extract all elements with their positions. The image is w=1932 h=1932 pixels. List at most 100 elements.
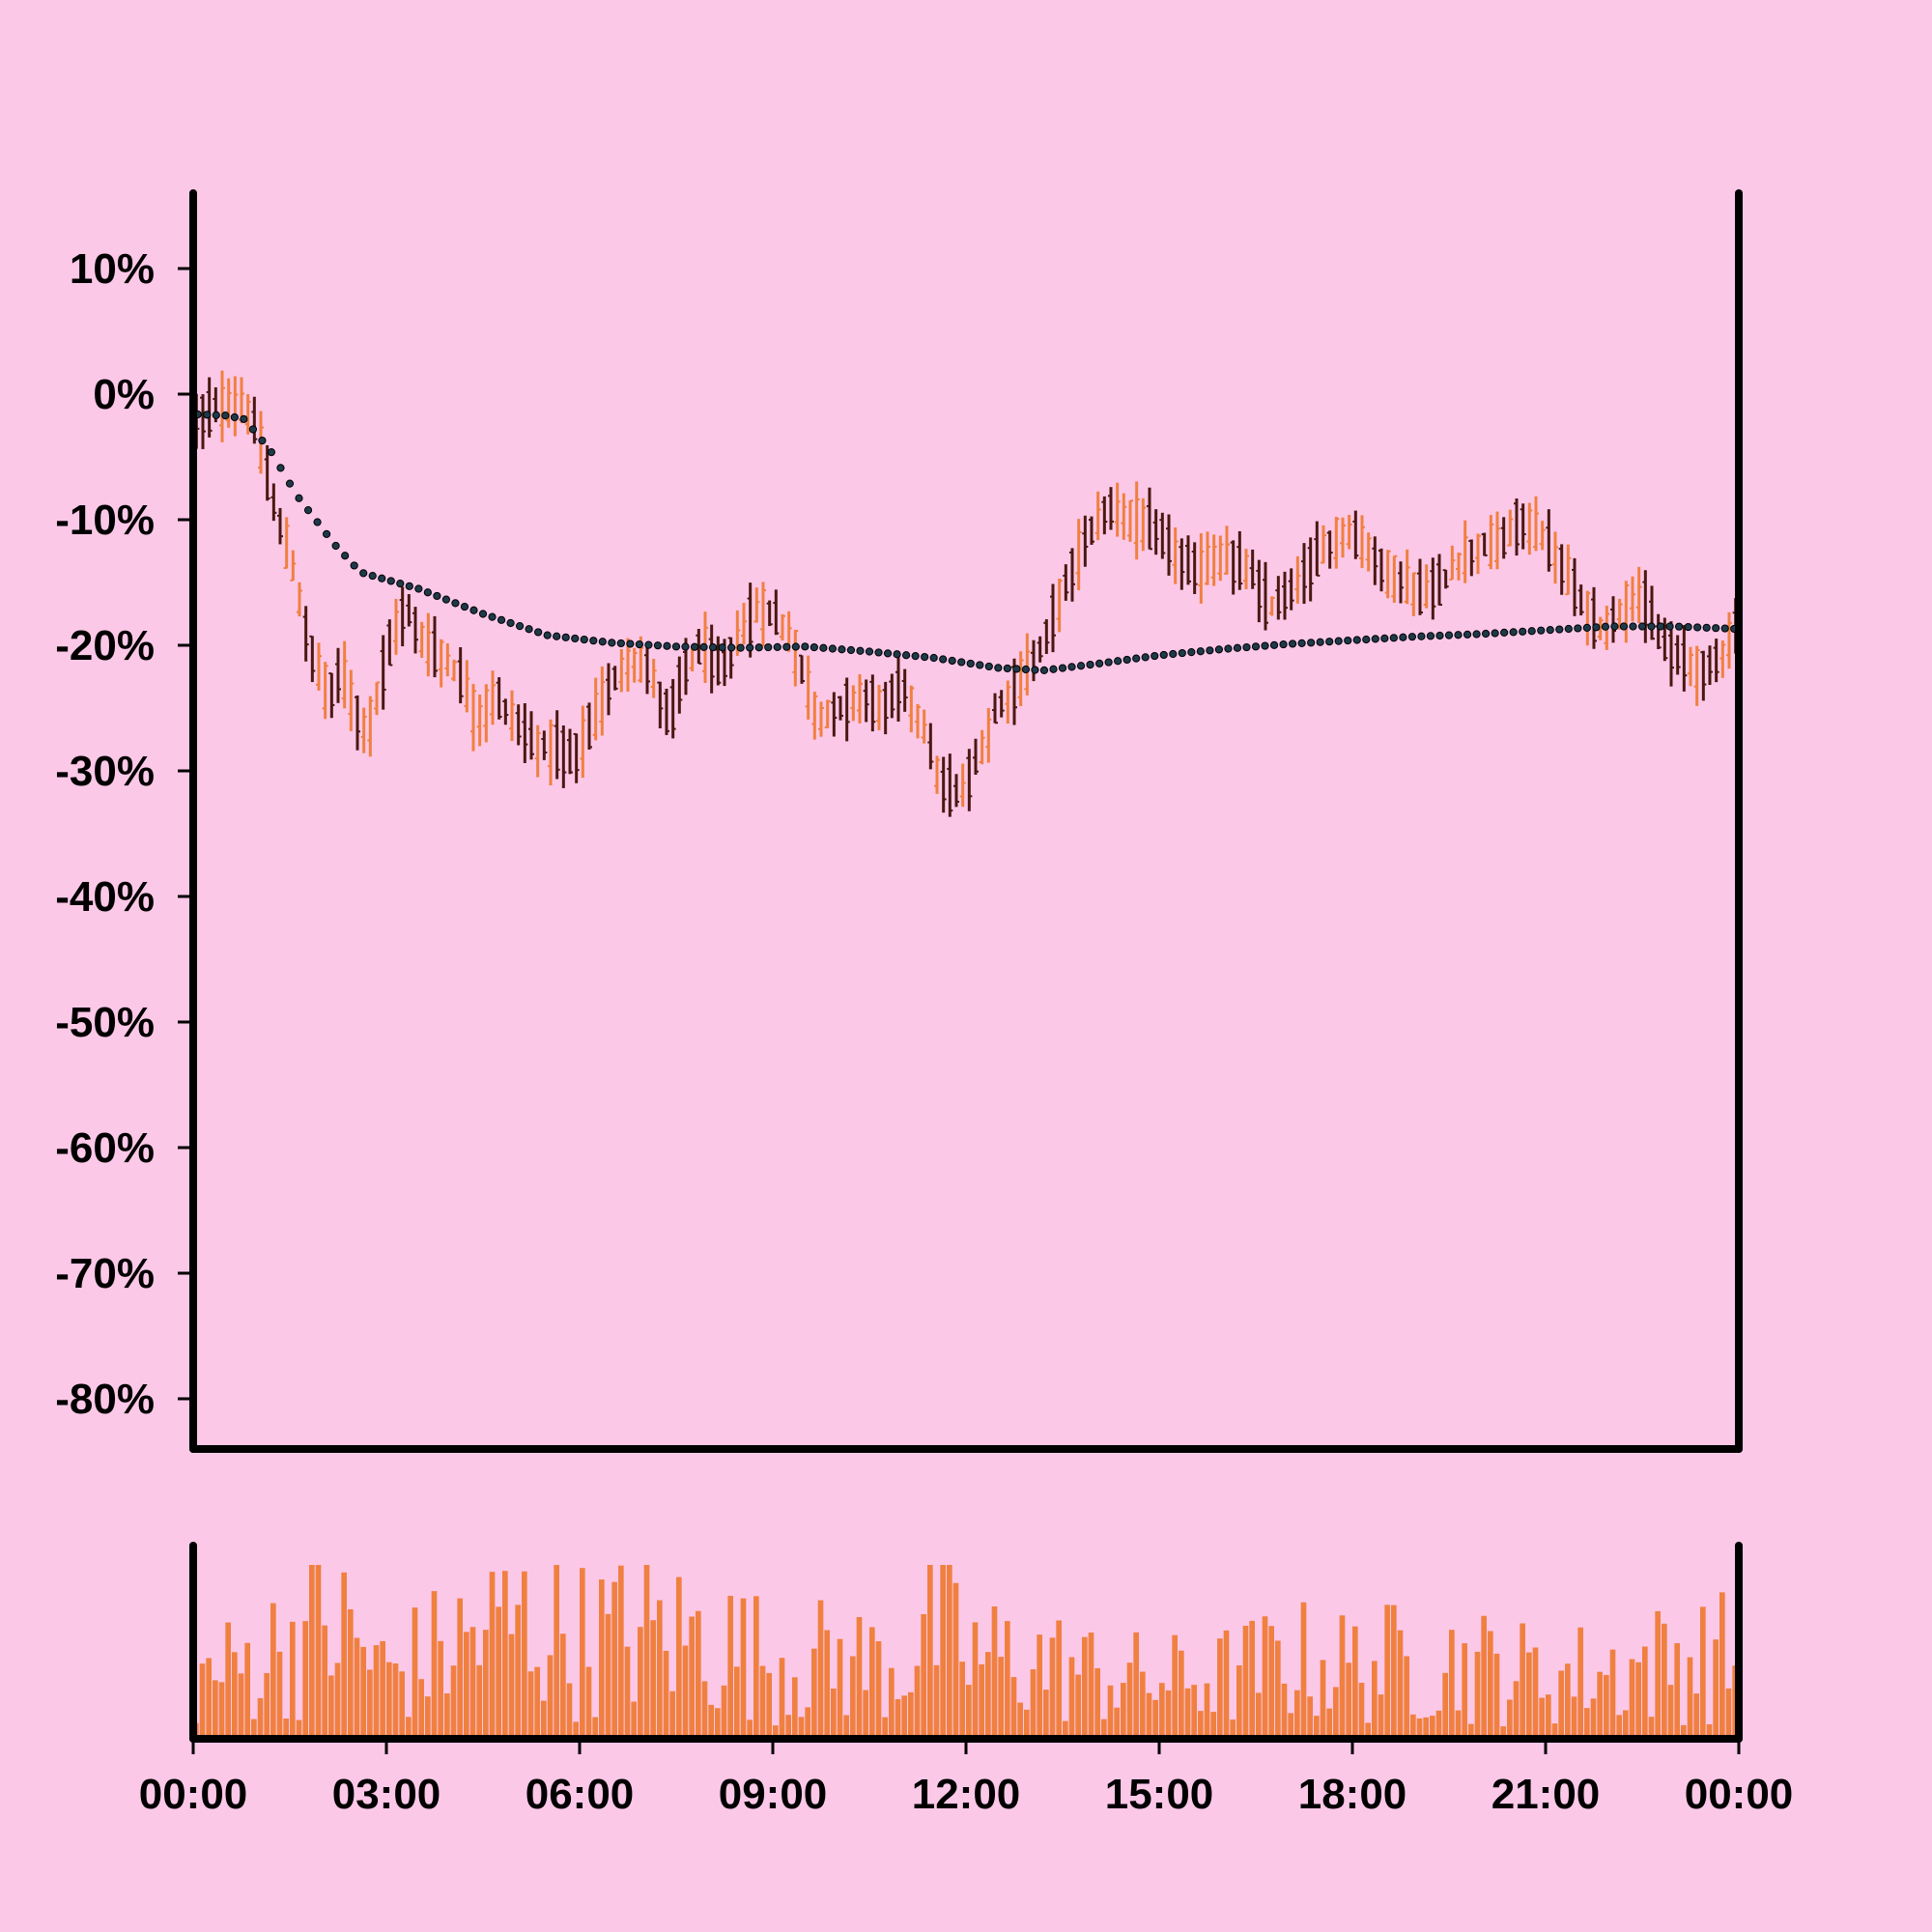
volume-bar xyxy=(206,1658,212,1739)
volume-bar xyxy=(1358,1682,1365,1739)
volume-bar xyxy=(1172,1634,1178,1739)
ohlc-bar xyxy=(1468,539,1475,577)
volume-bar xyxy=(875,1641,882,1739)
moving-average-point xyxy=(883,649,893,658)
volume-bar xyxy=(334,1662,341,1739)
ohlc-bar xyxy=(1726,611,1732,669)
volume-bar xyxy=(1121,1683,1126,1739)
ohlc-bar xyxy=(1359,515,1365,569)
ohlc-bar xyxy=(908,685,915,733)
volume-bar xyxy=(1584,1708,1590,1739)
volume-bar xyxy=(805,1707,810,1739)
moving-average-point xyxy=(653,641,663,650)
ohlc-bar xyxy=(1404,549,1410,605)
ohlc-bar xyxy=(1082,515,1089,567)
ohlc-bar xyxy=(1591,586,1597,649)
ohlc-bar xyxy=(367,696,374,757)
ohlc-bar xyxy=(876,684,882,730)
x-tick-label: 09:00 xyxy=(719,1771,828,1818)
volume-bar xyxy=(1674,1643,1680,1739)
moving-average-point xyxy=(322,529,331,538)
ohlc-bar xyxy=(335,647,341,703)
ohlc-bar xyxy=(915,703,921,739)
volume-bar xyxy=(1597,1671,1603,1739)
moving-average-point xyxy=(331,541,340,551)
volume-bar xyxy=(392,1662,399,1739)
volume-bar xyxy=(715,1708,721,1739)
ohlc-bar xyxy=(1205,531,1210,585)
moving-average-point xyxy=(1076,662,1086,670)
ohlc-bar xyxy=(606,663,611,716)
x-tick-label: 15:00 xyxy=(1105,1771,1214,1818)
ohlc-bar xyxy=(541,730,548,760)
volume-bar xyxy=(457,1598,463,1739)
ohlc-bar xyxy=(1462,520,1468,583)
moving-average-point xyxy=(1481,629,1491,639)
ohlc-bar xyxy=(1430,557,1436,620)
ohlc-bar xyxy=(1572,557,1577,616)
volume-bar xyxy=(1326,1708,1332,1739)
moving-average-point xyxy=(1720,624,1729,633)
moving-average-point xyxy=(497,615,506,624)
moving-average-point xyxy=(1637,622,1647,631)
moving-average-point xyxy=(525,625,533,634)
ohlc-bar xyxy=(1410,572,1417,616)
volume-bar xyxy=(1294,1690,1300,1739)
volume-bar xyxy=(863,1690,868,1739)
volume-bar xyxy=(527,1671,534,1739)
ohlc-bar xyxy=(838,696,843,721)
moving-average-point xyxy=(1371,635,1379,643)
volume-bar xyxy=(541,1700,547,1739)
volume-bar xyxy=(1230,1719,1236,1739)
ohlc-bar xyxy=(1127,499,1133,542)
ohlc-bar xyxy=(1346,514,1352,550)
volume-bar xyxy=(1056,1620,1062,1739)
volume-bar xyxy=(766,1672,772,1739)
ohlc-bar xyxy=(380,635,386,710)
volume-bar xyxy=(1037,1634,1042,1739)
moving-average-point xyxy=(1454,631,1463,639)
volume-bar xyxy=(1488,1631,1493,1739)
volume-bar xyxy=(1410,1714,1416,1739)
volume-bar xyxy=(998,1657,1004,1739)
volume-bar xyxy=(515,1605,521,1739)
volume-bar xyxy=(1558,1670,1564,1739)
moving-average-point xyxy=(754,643,763,652)
ohlc-bar xyxy=(1597,616,1604,640)
ohlc-bar xyxy=(1584,590,1591,646)
moving-average-point xyxy=(1049,665,1058,673)
ohlc-bar xyxy=(360,707,367,753)
moving-average-point xyxy=(1702,623,1711,632)
ohlc-bar xyxy=(1185,535,1191,585)
volume-bar xyxy=(1152,1699,1158,1739)
volume-bar xyxy=(1662,1623,1667,1739)
moving-average-point xyxy=(460,602,469,611)
ohlc-bar xyxy=(1552,531,1558,584)
volume-bar xyxy=(290,1621,296,1739)
moving-average-point xyxy=(368,571,377,581)
ohlc-bar xyxy=(522,703,528,763)
ohlc-bar xyxy=(1630,576,1635,622)
moving-average-point xyxy=(810,642,818,652)
volume-bar xyxy=(1146,1692,1152,1739)
volume-bar xyxy=(1378,1694,1384,1739)
volume-bar xyxy=(1010,1677,1017,1739)
volume-bar xyxy=(534,1666,540,1739)
volume-bar xyxy=(580,1568,585,1739)
moving-average-point xyxy=(543,631,552,639)
volume-bar xyxy=(605,1613,611,1739)
moving-average-point xyxy=(386,577,395,585)
moving-average-point xyxy=(313,518,322,526)
volume-bar xyxy=(213,1680,218,1739)
volume-bar xyxy=(1339,1615,1346,1739)
ohlc-bar xyxy=(1159,512,1166,559)
volume-bar xyxy=(1075,1674,1081,1739)
ohlc-bar xyxy=(741,603,747,645)
ohlc-bar xyxy=(1539,521,1546,551)
moving-average-point xyxy=(957,658,966,667)
ohlc-bar xyxy=(1423,564,1430,609)
volume-bar xyxy=(1365,1722,1371,1739)
ohlc-bar xyxy=(438,639,444,688)
